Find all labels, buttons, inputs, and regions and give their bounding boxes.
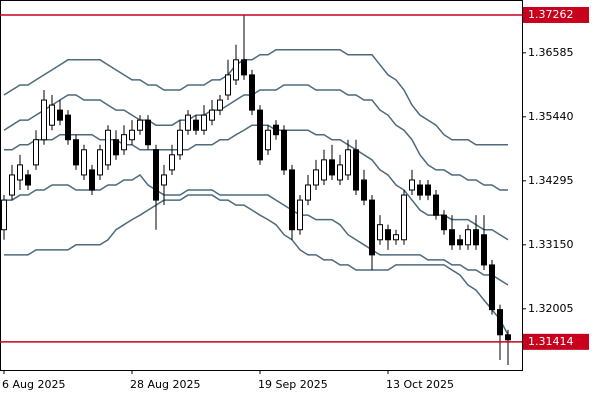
candle-body [329,159,335,176]
candle-body [89,169,95,191]
candle-body [297,199,303,231]
candle-body [473,229,479,246]
candle-body [385,229,391,241]
candle-body [449,229,455,246]
x-tick-label: 28 Aug 2025 [130,378,200,391]
band-line [4,124,509,241]
plot-frame [0,0,523,371]
plot-area [1,15,511,365]
candle-body [153,149,159,201]
y-tick-label: 1.32005 [528,302,574,315]
candle-body [233,59,239,81]
candle-body [105,129,111,166]
candle-body [289,169,295,231]
candle-body [9,174,15,196]
candle-body [145,119,151,146]
candle-body [489,264,495,311]
x-tick-label: 6 Aug 2025 [2,378,65,391]
candle-body [1,199,7,231]
candle-body [313,169,319,186]
candle-body [57,109,63,121]
candle-body [505,334,511,341]
y-tick-label: 1.33150 [528,238,574,251]
candle-body [337,164,343,181]
y-tick-label: 1.34295 [528,174,574,187]
candle-body [137,119,143,131]
candle-body [265,129,271,151]
candle-body [177,129,183,156]
candle-body [41,99,47,141]
candle-body [257,109,263,161]
candle-body [193,119,199,131]
candle-body [169,154,175,171]
candle-body [33,139,39,166]
candle-body [393,234,399,241]
candle-body [113,139,119,156]
candle-body [441,214,447,231]
candle-body [305,184,311,201]
candle-body [81,149,87,176]
candle-body [129,129,135,141]
candle-body [201,114,207,131]
candle-body [481,234,487,266]
candle-body [281,129,287,171]
candle-body [457,239,463,246]
y-tick-label: 1.35440 [528,110,574,123]
level-label-box [523,333,589,350]
candle-body [121,134,127,151]
candle-body [361,179,367,201]
level-label-box [523,6,589,23]
candle-body [409,179,415,191]
x-tick-label: 13 Oct 2025 [386,378,454,391]
candle-body [425,184,431,196]
level-label: 1.37262 [528,8,574,21]
level-label: 1.31414 [528,335,574,348]
candle-body [321,159,327,181]
y-tick-label: 1.36585 [528,46,574,59]
candle-body [353,149,359,191]
band-line [4,173,509,286]
candle-body [17,164,23,181]
candle-body [401,194,407,241]
band-line [4,194,509,336]
candle-body [465,229,471,246]
candle-body [65,114,71,141]
candle-body [345,149,351,176]
candle-body [209,109,215,121]
candle-body [417,184,423,196]
x-tick-label: 19 Sep 2025 [258,378,328,391]
candle-body [497,309,503,336]
band-line [3,48,508,146]
candle-body [225,74,231,96]
candle-body [241,59,247,76]
band-line [3,84,508,191]
candle-body [25,174,31,186]
candle-body [185,114,191,131]
candle-body [377,224,383,241]
candle-body [161,174,167,186]
candle-body [273,124,279,136]
candle-body [249,74,255,111]
candle-body [49,104,55,126]
candle-body [369,199,375,256]
candle-body [217,99,223,111]
candle-body [433,194,439,216]
candle-body [73,139,79,166]
candle-body [97,149,103,176]
